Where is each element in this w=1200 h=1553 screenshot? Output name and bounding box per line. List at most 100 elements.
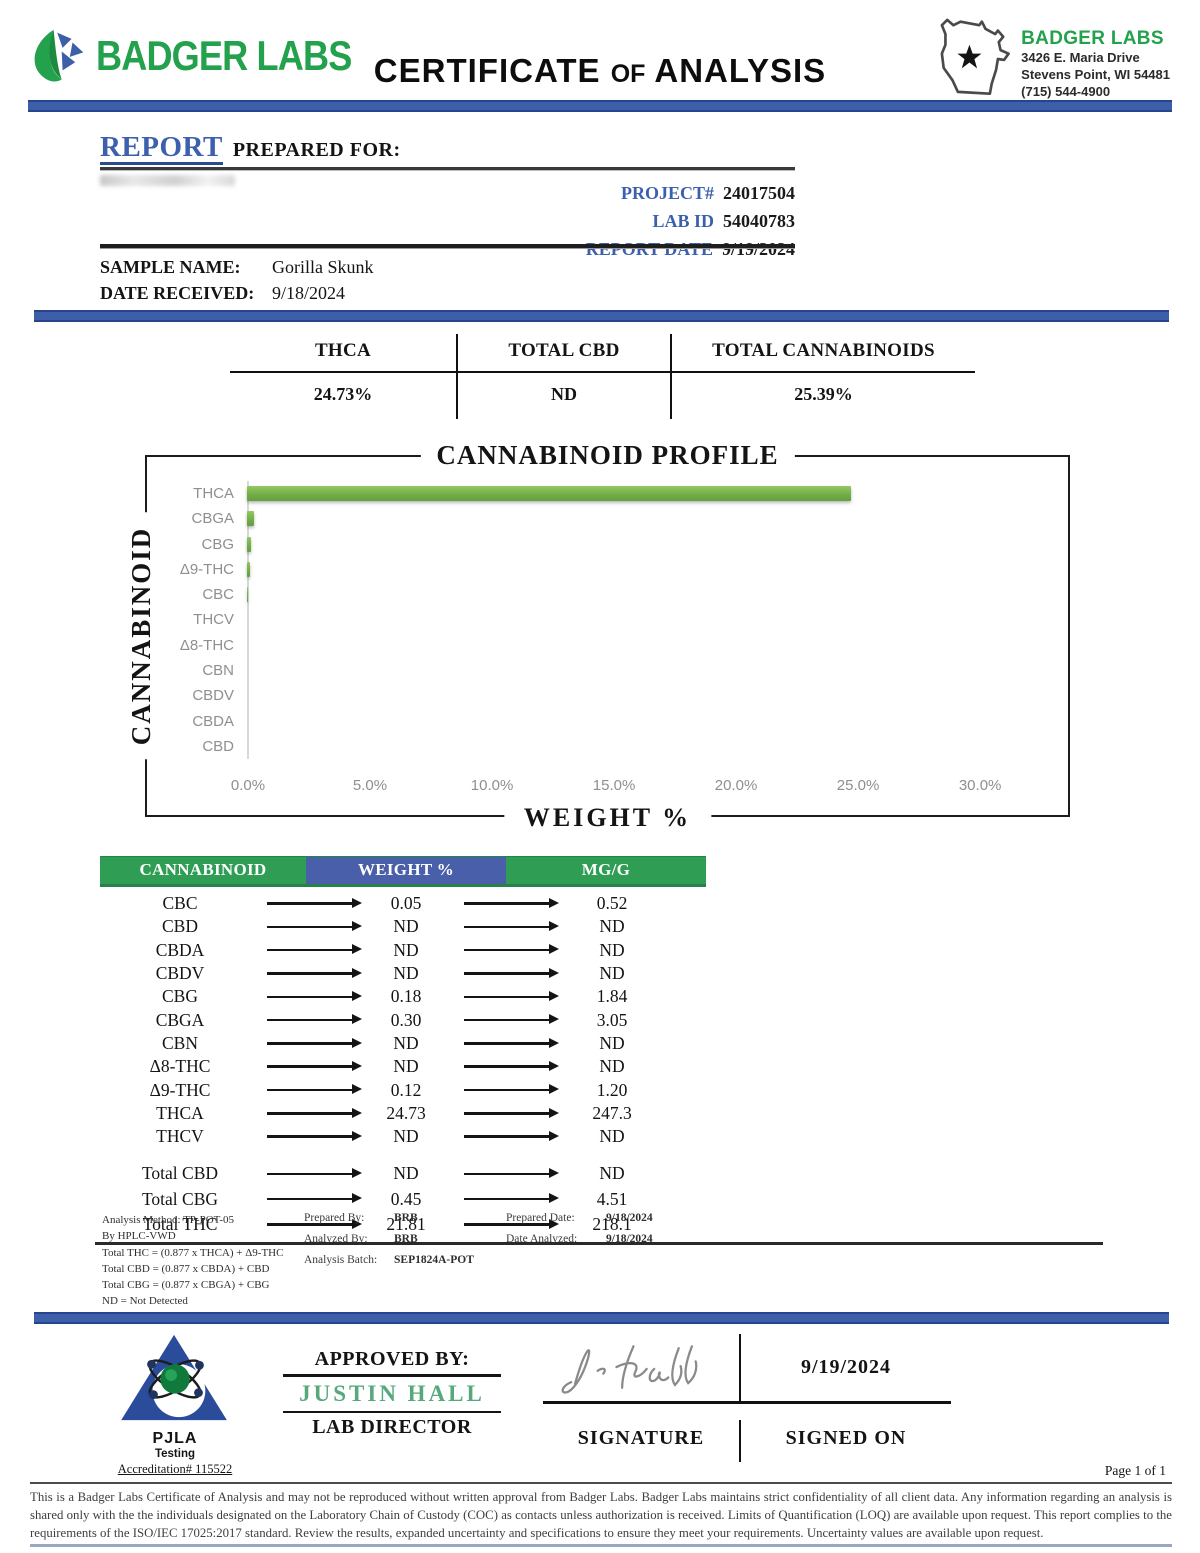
redacted-client-name: [100, 175, 235, 187]
table-row: CBD ND ND: [100, 915, 706, 938]
logo-wordmark: BADGER LABS: [96, 32, 352, 79]
chart-bar: [247, 511, 255, 527]
table-row: CBG 0.18 1.84: [100, 985, 706, 1008]
arrow-right-icon: [267, 1168, 362, 1178]
sample-field-row: DATE RECEIVED: 9/18/2024: [100, 280, 795, 306]
chart-category-label: CBG: [201, 535, 234, 553]
mg-per-g-value: 0.52: [596, 893, 628, 914]
page-header: BADGER LABS CERTIFICATE OF ANALYSIS BADG…: [28, 12, 1172, 104]
footer-rule: [30, 1482, 1172, 1484]
x-tick-label: 0.0%: [230, 777, 266, 794]
chart-track: [247, 633, 1046, 658]
chart-row: CBC: [147, 582, 1046, 607]
arrow-right-icon: [464, 1085, 559, 1094]
summary-column: TOTAL CBD ND: [456, 334, 670, 419]
arrow-cell: [260, 1038, 362, 1047]
signed-on-date: 9/19/2024: [739, 1334, 951, 1404]
chart-track: [247, 708, 1046, 733]
weight-percent-value: 0.45: [390, 1188, 422, 1209]
arrow-right-icon: [267, 968, 362, 977]
analyte-name: Δ9-THC: [149, 1079, 211, 1100]
arrow-cell: [260, 1131, 362, 1140]
footnote-line: By HPLC-VWD: [102, 1230, 176, 1243]
summary-column-label: TOTAL CANNABINOIDS: [672, 334, 975, 373]
x-tick-label: 5.0%: [352, 777, 388, 794]
arrow-cell: [452, 1108, 562, 1117]
summary-column-label: THCA: [230, 334, 456, 373]
table-header-cell: MG/G: [506, 857, 706, 884]
table-bottom-rule: [95, 1242, 1103, 1245]
approved-by-block: APPROVED BY: JUSTIN HALL LAB DIRECTOR: [283, 1348, 501, 1477]
analyte-name: CBD: [162, 916, 198, 937]
approved-by-label: APPROVED BY:: [314, 1348, 470, 1370]
chart-rows: THCA CBGA CBG Δ9-THC CBC THCV Δ8-THC CBN CBDV CBD…: [147, 481, 1046, 759]
x-tick-label: 30.0%: [958, 777, 1002, 794]
arrow-right-icon: [464, 921, 559, 931]
arrow-cell: [260, 968, 362, 977]
mg-per-g-value: ND: [599, 1126, 625, 1147]
footnote-line: Total CBD = (0.877 x CBDA) + CBD: [102, 1262, 270, 1275]
disclaimer-text: This is a Badger Labs Certificate of Ana…: [30, 1490, 1172, 1541]
analyte-name: CBC: [162, 893, 198, 914]
table-header-cell: WEIGHT %: [306, 857, 506, 884]
chart-track: [247, 532, 1046, 557]
totals-rows: Total CBD ND ND Total CBG 0.45 4.51 Total THC 2…: [100, 1161, 706, 1237]
arrow-cell: [452, 1131, 562, 1140]
arrow-cell: [452, 1038, 562, 1047]
chart-track: [247, 658, 1046, 683]
table-header: CANNABINOID WEIGHT % MG/G: [100, 856, 706, 887]
mg-per-g-value: 4.51: [596, 1188, 628, 1209]
arrow-right-icon: [464, 1108, 559, 1117]
arrow-cell: [452, 991, 562, 1001]
mg-per-g-value: ND: [599, 916, 625, 937]
preparation-meta: Prepared By: BRB Prepared Date: 9/18/2024 An…: [304, 1212, 696, 1310]
table-row: CBDV ND ND: [100, 962, 706, 985]
arrow-cell: [260, 1108, 362, 1117]
signature-block: 9/19/2024 SIGNATURE SIGNED ON: [543, 1334, 951, 1477]
footnote-line: Analysis Method: TP-POT-05: [102, 1214, 235, 1226]
weight-percent-value: ND: [393, 916, 419, 937]
summary-column-label: TOTAL CBD: [458, 334, 670, 373]
mg-per-g-value: ND: [599, 1032, 625, 1053]
arrow-right-icon: [267, 1061, 362, 1071]
sample-rule: [100, 244, 795, 248]
badger-labs-logo: BADGER LABS: [32, 26, 393, 86]
table-row: Total THC 21.81 218.1: [100, 1212, 706, 1237]
weight-percent-value: 0.18: [390, 986, 422, 1007]
signature-area: [543, 1334, 739, 1404]
lab-address: BADGER LABS 3426 E. Maria Drive Stevens …: [1021, 14, 1170, 101]
arrow-cell: [260, 1061, 362, 1071]
chart-track: [247, 481, 1046, 506]
table-row: CBDA ND ND: [100, 939, 706, 962]
meta-value: BRB: [394, 1212, 418, 1224]
chart-ticks: 0.0% 5.0% 10.0% 15.0% 20.0% 25.0% 30.0%: [231, 777, 1046, 797]
chart-category-label: CBD: [202, 737, 234, 755]
x-tick-label: 15.0%: [592, 777, 636, 794]
weight-percent-value: 21.81: [386, 1214, 426, 1234]
arrow-right-icon: [464, 1219, 559, 1228]
title-part-certificate: CERTIFICATE: [373, 52, 601, 89]
chart-row: CBD: [147, 734, 1046, 759]
table-row: CBC 0.05 0.52: [100, 892, 706, 915]
chart-row: CBGA: [147, 506, 1046, 531]
approver-rule: [283, 1410, 501, 1413]
summary-column-value: 24.73%: [313, 384, 373, 404]
summary-table: THCA 24.73% TOTAL CBD ND TOTAL CANNABINOIDS 2…: [230, 334, 975, 419]
sample-info-section: SAMPLE NAME: Gorilla Skunk DATE RECEIVED: 9…: [100, 244, 795, 306]
table-row: THCA 24.73 247.3: [100, 1102, 706, 1125]
method-notes: Analysis Method: TP-POT-05 By HPLC-VWD Tot…: [102, 1212, 304, 1310]
chart-x-axis-label: WEIGHT %: [503, 803, 712, 833]
report-heading-blue: REPORT: [100, 132, 223, 166]
meta-label: Analyzed By:: [304, 1233, 368, 1245]
summary-column: TOTAL CANNABINOIDS 25.39%: [670, 334, 975, 419]
sample-fields: SAMPLE NAME: Gorilla Skunk DATE RECEIVED: 9…: [100, 254, 795, 306]
arrow-right-icon: [464, 898, 559, 907]
weight-percent-value: ND: [393, 963, 419, 984]
arrow-right-icon: [464, 968, 559, 977]
arrow-cell: [452, 968, 562, 977]
sample-field-value: 9/18/2024: [272, 283, 346, 304]
summary-column: THCA 24.73%: [230, 334, 456, 419]
address-line-1: 3426 E. Maria Drive: [1021, 50, 1140, 65]
approver-name: JUSTIN HALL: [299, 1380, 485, 1406]
meta-value: 9/18/2024: [606, 1233, 653, 1245]
